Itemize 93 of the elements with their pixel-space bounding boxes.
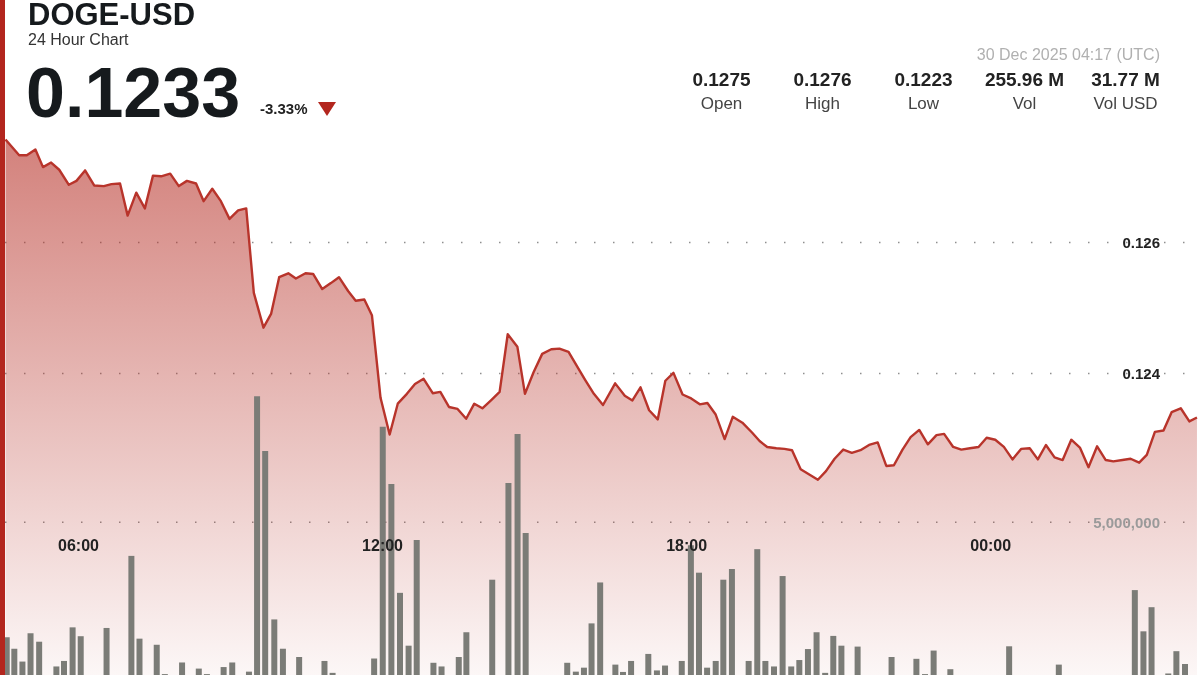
bar — [947, 669, 954, 675]
annotation: Vol — [1011, 93, 1038, 115]
bar — [271, 619, 278, 675]
annotation: Vol USD — [1092, 93, 1159, 115]
y2-tick-label: 5,000,000 — [1093, 513, 1160, 531]
bar — [597, 582, 604, 675]
annotation: 0.1276 — [792, 68, 853, 92]
bar — [728, 569, 735, 675]
bar — [619, 671, 626, 675]
bar — [770, 666, 777, 675]
bar — [580, 667, 587, 675]
annotation: 0.1275 — [691, 68, 752, 92]
bar — [19, 661, 26, 675]
bar — [822, 672, 829, 675]
bar — [438, 666, 445, 675]
bar — [1055, 664, 1062, 675]
x-tick-label: 00:00 — [970, 537, 1012, 554]
annotation: Open — [699, 93, 744, 115]
bar — [572, 671, 579, 675]
bar — [371, 658, 378, 675]
annotation: 0.1233 — [26, 54, 241, 132]
bar — [128, 555, 135, 675]
bar — [888, 656, 895, 675]
bar — [413, 540, 420, 675]
bar — [804, 649, 811, 675]
annotation: -3.33% — [260, 100, 308, 118]
bar — [788, 666, 795, 675]
bar — [279, 648, 286, 675]
bar — [220, 667, 227, 675]
bar — [77, 636, 84, 675]
bar — [564, 662, 571, 675]
bar — [103, 627, 110, 675]
annotation: 0.1223 — [893, 68, 954, 92]
bar — [296, 656, 303, 675]
bar — [430, 662, 437, 675]
bar — [678, 660, 685, 675]
bar — [505, 482, 512, 675]
bar — [913, 658, 920, 675]
bar — [321, 660, 328, 675]
bar — [754, 549, 761, 675]
bar — [1182, 664, 1188, 675]
bar — [745, 660, 752, 675]
bar — [1006, 646, 1013, 675]
bar — [195, 668, 202, 675]
bar — [796, 660, 803, 675]
bar — [645, 653, 652, 675]
bar — [229, 662, 236, 675]
chart-title: DOGE-USD — [28, 0, 196, 32]
bar — [588, 623, 595, 675]
bar — [405, 645, 412, 675]
bar — [779, 576, 786, 675]
y-tick-label: 0.124 — [1122, 364, 1161, 382]
bar — [489, 579, 496, 675]
bar — [69, 627, 76, 675]
y-tick-label: 0.126 — [1122, 233, 1160, 251]
bar — [522, 532, 529, 675]
bar — [36, 641, 43, 675]
bar — [930, 650, 937, 675]
bar — [329, 672, 336, 675]
bar — [514, 434, 521, 675]
bar — [854, 646, 861, 675]
bar — [53, 666, 60, 675]
bar — [153, 644, 160, 675]
bar — [136, 638, 143, 675]
text: 24 Hour Chart — [28, 30, 129, 49]
bar — [695, 572, 702, 675]
bar — [245, 671, 252, 675]
bar — [704, 667, 711, 675]
bar — [27, 633, 34, 675]
bar — [838, 645, 845, 675]
bar — [254, 396, 261, 675]
bar — [762, 660, 769, 675]
bar — [1173, 651, 1180, 675]
bar — [813, 632, 820, 675]
bar — [612, 664, 619, 675]
annotation: 30 Dec 2025 04:17 (UTC) — [976, 45, 1160, 64]
bar — [396, 592, 403, 675]
x-tick-label: 18:00 — [666, 537, 708, 554]
annotation: High — [804, 93, 841, 115]
bar — [628, 660, 635, 675]
bar — [662, 665, 669, 675]
bar — [60, 660, 67, 675]
annotation: 255.96 M — [983, 68, 1066, 92]
bar — [262, 451, 269, 675]
bar — [1148, 607, 1155, 675]
bar — [830, 635, 837, 675]
bar — [1140, 631, 1147, 675]
bar — [653, 670, 660, 675]
annotation: 31.77 M — [1090, 68, 1161, 92]
annotation: Low — [906, 93, 941, 115]
bar — [179, 662, 186, 675]
bar — [1131, 590, 1138, 675]
x-tick-label: 06:00 — [58, 537, 100, 554]
